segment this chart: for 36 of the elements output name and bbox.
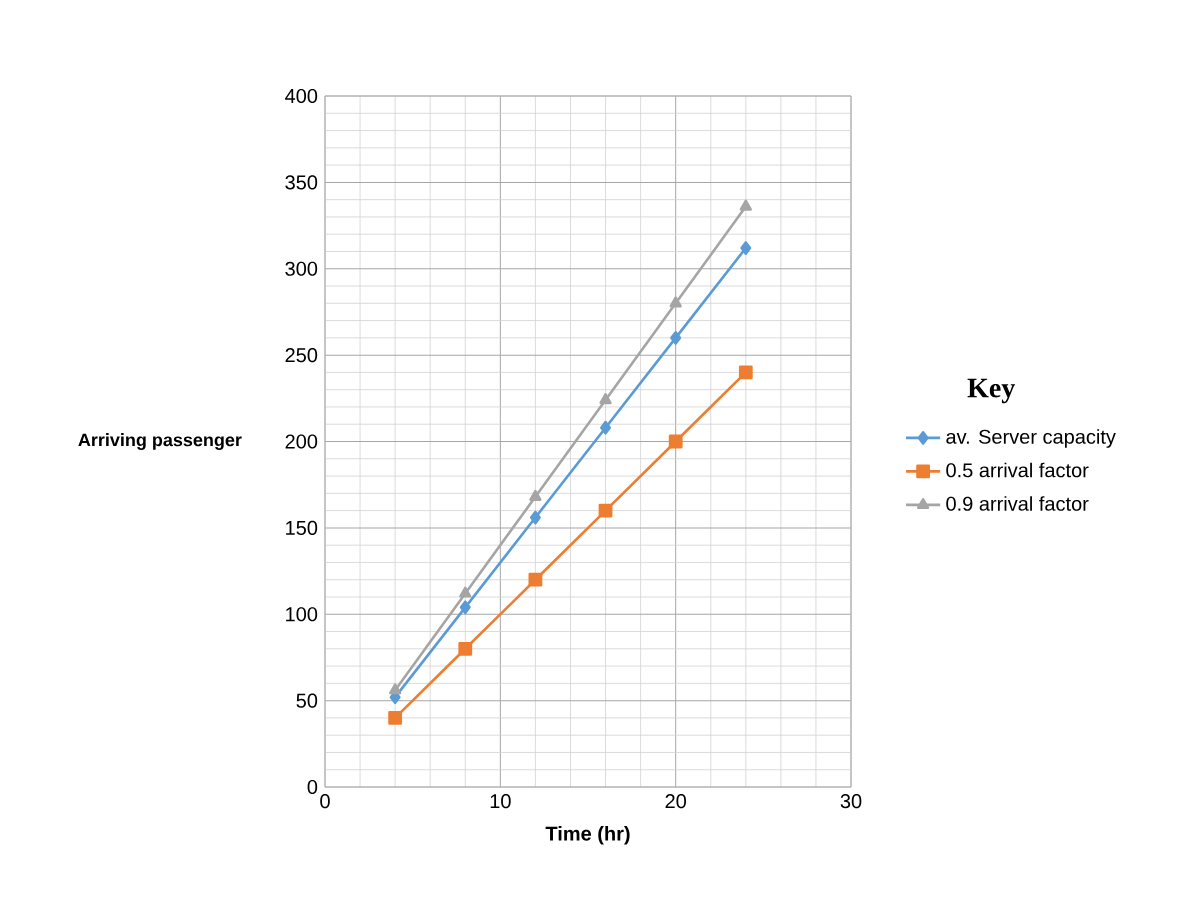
y-tick-label: 350 <box>285 175 318 190</box>
point <box>528 572 543 587</box>
point <box>459 600 471 615</box>
point <box>458 641 473 656</box>
point <box>388 711 403 725</box>
y-axis-title: Arriving passenger <box>78 433 242 450</box>
point <box>739 199 752 211</box>
point <box>388 683 402 695</box>
point <box>529 510 541 525</box>
point <box>669 296 682 308</box>
legend-label: 0.5 arrival factor <box>946 462 1089 478</box>
legend-title: Key <box>967 378 1016 404</box>
x-tick-label: 30 <box>840 794 862 809</box>
y-tick-label: 300 <box>285 261 318 276</box>
point <box>600 420 612 435</box>
point <box>738 365 753 380</box>
y-tick-label: 400 <box>285 88 318 104</box>
legend-label: 0.9 arrival factor <box>946 496 1089 511</box>
y-tick-label: 50 <box>296 693 318 708</box>
point <box>740 241 752 255</box>
point <box>459 586 472 598</box>
point <box>668 434 683 449</box>
y-tick-label: 200 <box>285 434 318 449</box>
point <box>529 489 542 501</box>
point <box>599 393 612 405</box>
point <box>598 503 613 518</box>
y-tick-label: 150 <box>286 520 318 535</box>
point <box>670 330 682 345</box>
x-tick-label: 10 <box>490 794 511 809</box>
y-tick-label: 250 <box>285 348 318 363</box>
y-tick-label: 100 <box>286 607 318 622</box>
x-axis-title: Time (hr) <box>545 825 630 845</box>
x-tick-label: 20 <box>665 794 687 809</box>
legend-label: av. Server capacity <box>946 429 1116 448</box>
x-tick-label: 0 <box>320 794 330 809</box>
y-tick-label: 0 <box>307 779 318 795</box>
